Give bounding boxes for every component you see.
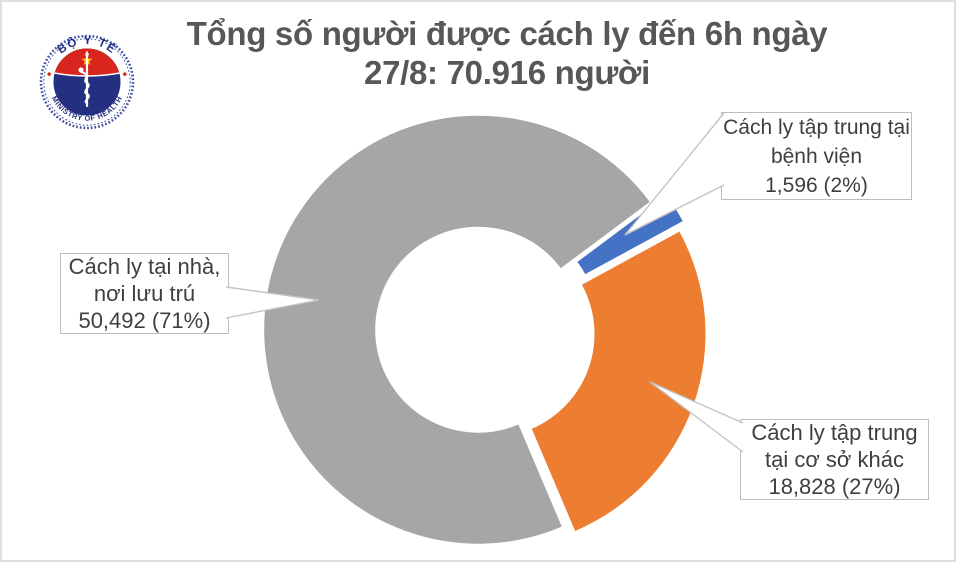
pie-slice-2 [531, 231, 706, 531]
callout-value-line: 50,492 (71%) [78, 308, 211, 333]
callout-box-other-facility-quarantine: Cách ly tập trung tại cơ sở khác 18,828 … [740, 419, 929, 500]
page-title-line-2: 27/8: 70.916 người [364, 54, 650, 91]
logo-inner-dashed-ring [43, 38, 131, 126]
logo-asclepius-rod-icon [78, 50, 90, 107]
page-title: Tổng số người được cách ly đến 6h ngày 2… [52, 14, 960, 92]
callout-pointer-0 [225, 286, 320, 319]
callout-value-line: 18,828 (27%) [768, 474, 901, 499]
logo-outer-dashed-ring [39, 34, 135, 130]
callout-label-line: nơi lưu trú [93, 281, 196, 306]
callout-value-line: 1,596 (2%) [765, 173, 868, 197]
callout-label-line: tại cơ sở khác [765, 447, 904, 472]
callout-pointer-1 [624, 112, 725, 236]
pie-slice-0 [264, 115, 650, 544]
ministry-of-health-logo: BỘ Y TẾ MINISTRY OF HEALTH [39, 34, 135, 130]
callout-label-line: Cách ly tại nhà, [68, 254, 221, 279]
page-title-line-1: Tổng số người được cách ly đến 6h ngày [186, 15, 828, 52]
pie-slice-1 [577, 195, 683, 275]
callout-label-line: bệnh viện [770, 144, 863, 168]
callout-label-line: Cách ly tập trung [751, 420, 918, 445]
callout-box-home-quarantine: Cách ly tại nhà, nơi lưu trú 50,492 (71%… [60, 253, 229, 334]
callout-pointer-2 [649, 381, 744, 453]
callout-label-line: Cách ly tập trung tại [723, 115, 910, 139]
callout-box-hospital-quarantine: Cách ly tập trung tại bệnh viện 1,596 (2… [721, 112, 912, 200]
